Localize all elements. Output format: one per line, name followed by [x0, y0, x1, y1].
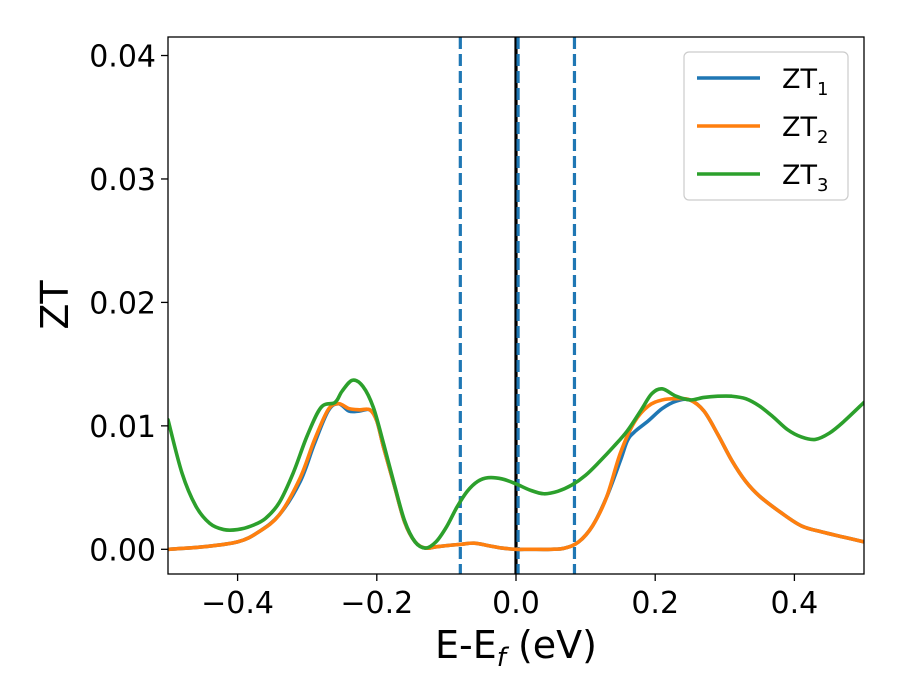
x-tick-label: 0.0: [492, 586, 540, 621]
y-tick-label: 0.04: [89, 40, 156, 75]
y-axis-ticks: 0.00 0.01 0.02 0.03 0.04: [89, 40, 168, 568]
legend-label-zt3: ZT3: [782, 160, 828, 196]
y-tick-label: 0.01: [89, 410, 156, 445]
series-lines: [168, 378, 864, 552]
x-axis-title-unit: (eV): [506, 623, 597, 667]
x-tick-label: 0.4: [771, 586, 819, 621]
legend-box: [683, 51, 849, 201]
x-tick-label: −0.2: [340, 586, 413, 621]
x-tick-label: −0.4: [201, 586, 274, 621]
legend: ZT1 ZT2 ZT3: [683, 51, 849, 201]
x-axis-ticks: −0.4 −0.2 0.0 0.2 0.4: [201, 574, 818, 621]
y-tick-label: 0.00: [89, 533, 156, 568]
x-axis-title-main: E-E: [435, 623, 497, 667]
y-tick-label: 0.03: [89, 163, 156, 198]
y-axis-title: ZT: [33, 280, 77, 330]
legend-label-zt2: ZT2: [782, 112, 828, 148]
series-line-zt3: [168, 378, 864, 550]
legend-label-zt1: ZT1: [782, 64, 828, 100]
y-tick-label: 0.02: [89, 286, 156, 321]
x-tick-label: 0.2: [631, 586, 679, 621]
legend-items: ZT1 ZT2 ZT3: [697, 64, 828, 196]
x-axis-title: E-Ef (eV): [435, 623, 597, 673]
